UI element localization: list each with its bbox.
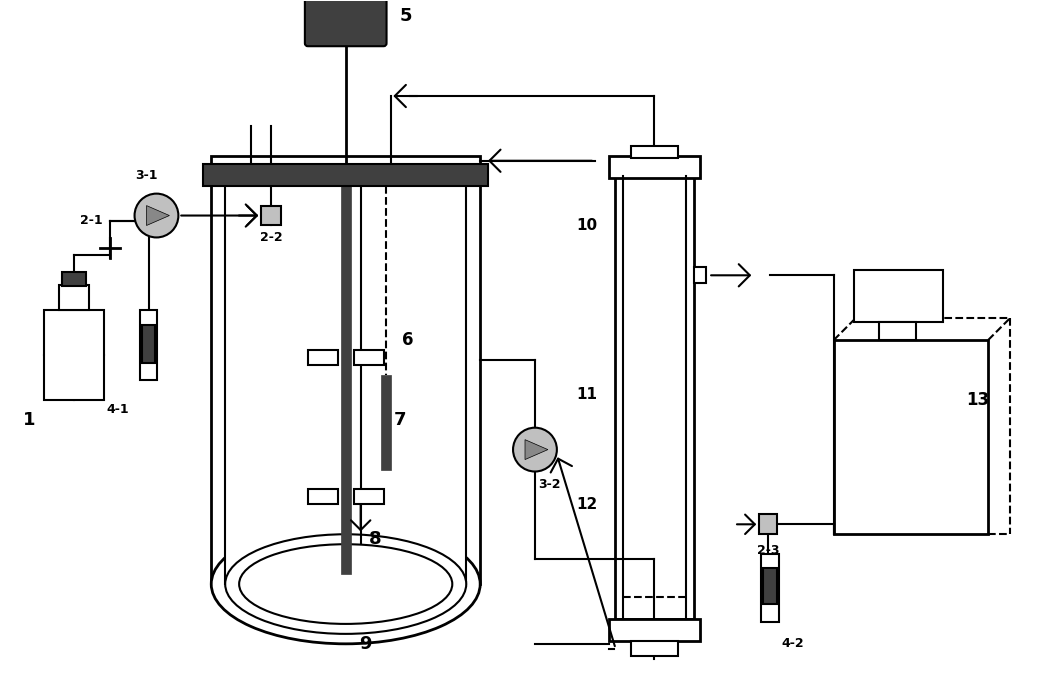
- Bar: [261, 206, 281, 225]
- Text: 7: 7: [394, 411, 406, 428]
- Ellipse shape: [211, 524, 480, 644]
- Bar: [211, 156, 480, 584]
- Bar: [341, 176, 351, 574]
- Text: 3-2: 3-2: [539, 478, 561, 491]
- Ellipse shape: [225, 534, 466, 634]
- Bar: [631, 640, 678, 656]
- Text: 12: 12: [576, 497, 597, 512]
- Text: 6: 6: [402, 331, 414, 349]
- FancyBboxPatch shape: [304, 0, 386, 46]
- Bar: [879, 322, 917, 340]
- Bar: [308, 489, 338, 505]
- Bar: [308, 350, 338, 365]
- Bar: [759, 514, 777, 534]
- Bar: [225, 176, 466, 584]
- Bar: [614, 176, 694, 619]
- Circle shape: [134, 194, 178, 237]
- Text: 9: 9: [359, 635, 372, 653]
- Bar: [609, 619, 700, 640]
- Circle shape: [513, 428, 557, 472]
- Bar: [62, 272, 86, 286]
- Bar: [59, 286, 89, 310]
- Text: 4-1: 4-1: [106, 403, 129, 416]
- Bar: [354, 350, 383, 365]
- Bar: [204, 164, 488, 186]
- Bar: [609, 156, 700, 178]
- Bar: [380, 375, 391, 470]
- Bar: [763, 568, 777, 604]
- Bar: [623, 206, 687, 599]
- Bar: [631, 146, 678, 158]
- Text: 13: 13: [967, 391, 990, 409]
- Ellipse shape: [239, 544, 453, 624]
- Text: 2-2: 2-2: [259, 231, 282, 244]
- Bar: [44, 310, 104, 400]
- Text: 2-3: 2-3: [757, 544, 779, 556]
- Text: 10: 10: [576, 218, 597, 233]
- Text: 5: 5: [399, 7, 412, 25]
- Text: 1: 1: [23, 411, 36, 428]
- Text: 2-1: 2-1: [81, 214, 103, 227]
- Bar: [854, 270, 943, 322]
- Text: 11: 11: [576, 387, 597, 402]
- Bar: [834, 340, 988, 534]
- Bar: [694, 267, 707, 284]
- Bar: [142, 325, 155, 363]
- Bar: [140, 310, 158, 380]
- Bar: [761, 554, 779, 622]
- Text: 8: 8: [370, 530, 382, 548]
- Bar: [354, 489, 383, 505]
- Text: 4-2: 4-2: [781, 637, 804, 650]
- Text: 3-1: 3-1: [135, 169, 158, 182]
- Polygon shape: [525, 440, 548, 460]
- Polygon shape: [147, 206, 169, 225]
- Bar: [623, 176, 687, 206]
